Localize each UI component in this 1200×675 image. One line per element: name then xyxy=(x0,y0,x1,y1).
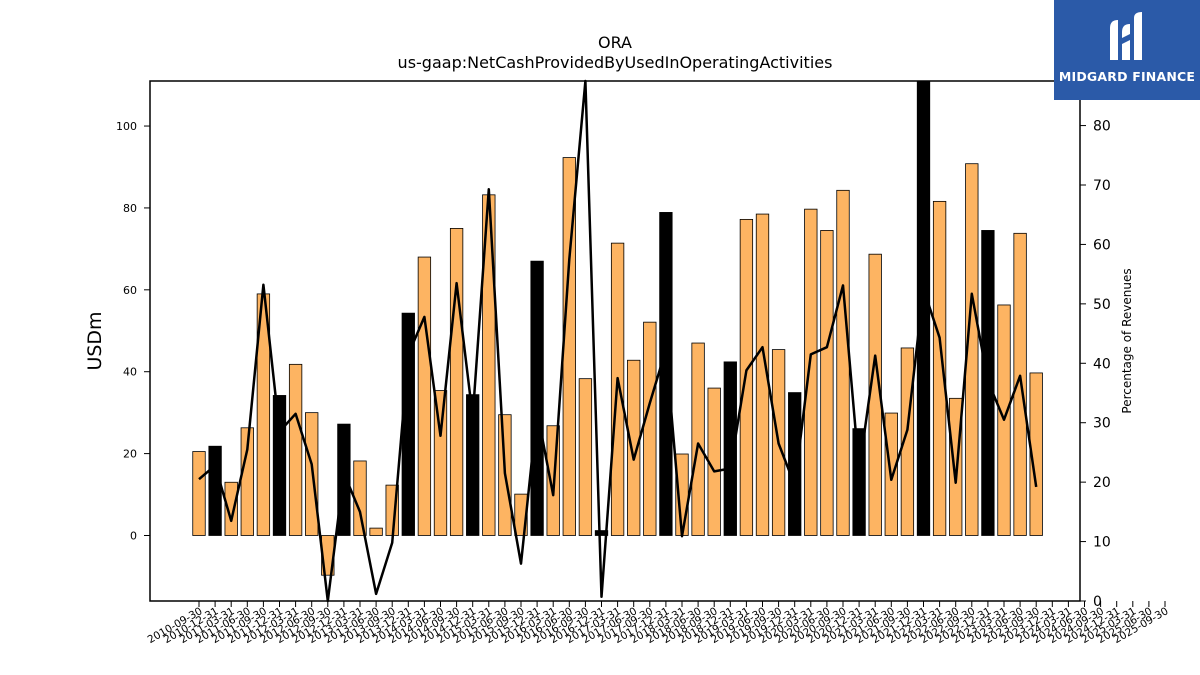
chart-subtitle: us-gaap:NetCashProvidedByUsedInOperating… xyxy=(398,53,833,72)
bar-2017-06-30 xyxy=(627,359,641,536)
bar-2015-12-31 xyxy=(530,260,544,536)
y2-tick-label: 30 xyxy=(1093,416,1111,432)
bar-2010-12-31 xyxy=(208,445,222,536)
y-axis-label: USDm xyxy=(84,311,106,370)
bar-2017-09-30 xyxy=(643,321,657,536)
bar-2020-09-30 xyxy=(836,189,850,536)
y2-tick-label: 80 xyxy=(1093,119,1111,135)
bar-2014-03-31 xyxy=(417,256,432,536)
y2-tick-label: 60 xyxy=(1093,237,1111,253)
bar-2019-12-31 xyxy=(788,392,802,536)
bar-2014-12-31 xyxy=(466,394,480,536)
pct-revenue-line xyxy=(198,79,1038,603)
bar-2020-03-31 xyxy=(804,208,818,536)
y-tick-label: 60 xyxy=(123,284,137,297)
bar-2014-09-30 xyxy=(449,228,464,536)
bar-2018-06-30 xyxy=(691,342,705,536)
y2-tick-label: 10 xyxy=(1093,535,1111,551)
bar-2017-12-31 xyxy=(659,212,673,536)
bars xyxy=(192,80,1043,576)
y2-axis-ticks: 0 10 20 30 40 50 60 70 80 xyxy=(1080,119,1111,610)
bar-2011-12-31 xyxy=(272,395,287,536)
y2-tick-label: 70 xyxy=(1093,178,1111,194)
y2-tick-label: 40 xyxy=(1093,356,1111,372)
bar-2021-12-31 xyxy=(916,80,931,536)
bar-2018-12-31 xyxy=(723,361,737,536)
bar-2016-12-31 xyxy=(594,530,609,536)
midgard-finance-logo: MIDGARD FINANCE xyxy=(1054,0,1200,100)
logo-text: MIDGARD FINANCE xyxy=(1058,69,1196,84)
y-tick-label: 100 xyxy=(116,120,137,133)
y-axis-ticks: 0 20 40 60 80 100 xyxy=(116,120,150,542)
y-tick-label: 80 xyxy=(123,202,137,215)
bar-2016-09-30 xyxy=(578,378,593,536)
bar-2023-09-30 xyxy=(1029,372,1043,536)
midgard-logo-icon xyxy=(1110,12,1142,60)
bar-2014-06-30 xyxy=(433,390,448,536)
y2-tick-label: 50 xyxy=(1093,297,1111,313)
y2-tick-label: 20 xyxy=(1093,475,1111,491)
bar-2022-09-30 xyxy=(965,163,979,536)
chart-title: ORA xyxy=(598,33,632,52)
y-tick-label: 20 xyxy=(123,448,137,461)
plot-frame xyxy=(149,80,1081,602)
bar-2019-06-30 xyxy=(755,213,770,536)
bar-2011-03-31 xyxy=(224,481,238,536)
x-axis-ticks: 2010-09-302010-12-312011-03-312011-06-30… xyxy=(146,601,1171,646)
bar-2020-06-30 xyxy=(820,230,834,536)
bar-2010-09-30 xyxy=(192,451,206,536)
bar-2013-06-30 xyxy=(369,527,383,536)
bar-2022-03-31 xyxy=(932,200,947,536)
y2-tick-label: 0 xyxy=(1093,594,1102,610)
y2-axis-label: Percentage of Revenues xyxy=(1120,268,1134,413)
y-tick-label: 40 xyxy=(123,366,137,379)
bar-2012-03-31 xyxy=(288,363,303,536)
y-tick-label: 0 xyxy=(130,529,137,542)
